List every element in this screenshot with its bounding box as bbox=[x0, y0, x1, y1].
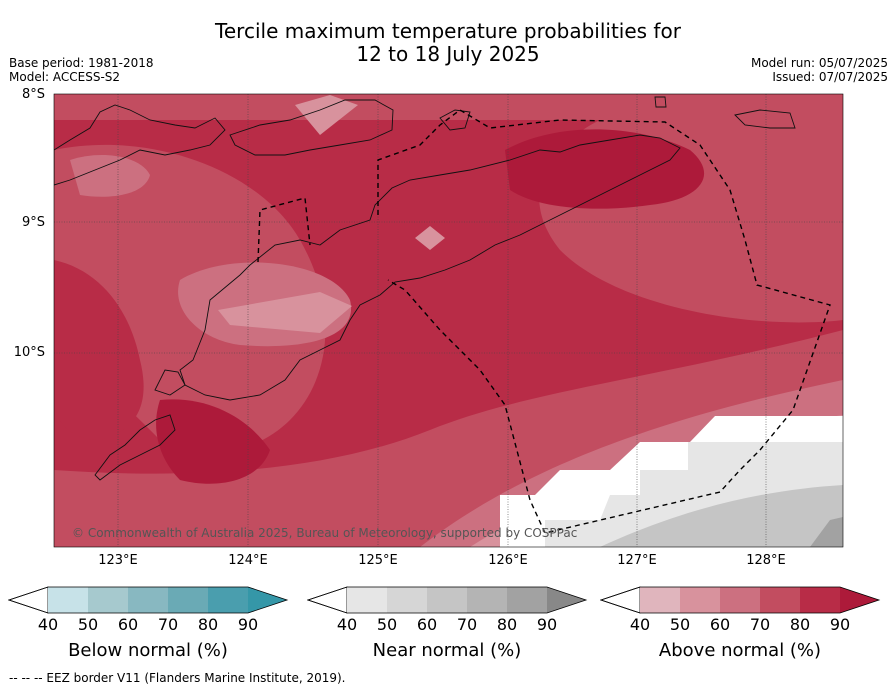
field-near-80-90 bbox=[810, 517, 843, 547]
base-period: Base period: 1981-2018 bbox=[9, 56, 154, 70]
below-tick-50: 50 bbox=[77, 615, 99, 634]
wetar-islands bbox=[734, 109, 796, 129]
lat-label-8s: 8°S bbox=[21, 87, 45, 102]
colorbar-above-swatch-50 bbox=[680, 587, 720, 613]
colorbar-above bbox=[600, 586, 881, 614]
above-tick-70: 70 bbox=[749, 615, 771, 634]
colorbar-near-swatch-60 bbox=[427, 587, 467, 613]
colorbar-near-label: Near normal (%) bbox=[372, 640, 522, 661]
field-90-east bbox=[505, 129, 705, 209]
near-tick-70: 70 bbox=[456, 615, 478, 634]
colorbar-below-high-arrow bbox=[248, 587, 287, 613]
field-50-60-north bbox=[295, 95, 358, 135]
lon-label-128e: 128°E bbox=[746, 553, 786, 568]
colorbar-above-swatch-40 bbox=[640, 587, 680, 613]
gridlines bbox=[54, 94, 843, 547]
eez-border bbox=[257, 109, 831, 534]
coastlines bbox=[54, 96, 796, 481]
below-tick-40: 40 bbox=[37, 615, 59, 634]
colorbar-above-high-arrow bbox=[840, 587, 879, 613]
colorbar-near-swatch-50 bbox=[387, 587, 427, 613]
field-near-60-70 bbox=[600, 485, 843, 547]
probability-field bbox=[54, 94, 843, 547]
below-tick-60: 60 bbox=[117, 615, 139, 634]
title-line-2: 12 to 18 July 2025 bbox=[356, 42, 540, 66]
colorbar-near bbox=[307, 586, 588, 614]
model-run: Model run: 05/07/2025 bbox=[750, 56, 888, 70]
eez-legend-footer: -- -- -- EEZ border V11 (Flanders Marine… bbox=[9, 671, 346, 685]
colorbar-above-swatch-70 bbox=[760, 587, 800, 613]
lon-label-124e: 124°E bbox=[228, 553, 268, 568]
lat-label-9s: 9°S bbox=[21, 215, 45, 230]
savu-island bbox=[94, 414, 176, 481]
colorbar-above-swatch-60 bbox=[720, 587, 760, 613]
near-tick-50: 50 bbox=[376, 615, 398, 634]
near-tick-60: 60 bbox=[416, 615, 438, 634]
lon-label-123e: 123°E bbox=[98, 553, 138, 568]
small-island bbox=[654, 96, 667, 108]
field-60-70-north bbox=[70, 155, 150, 197]
field-50-60-small bbox=[415, 226, 445, 250]
colorbar-below-swatch-60 bbox=[128, 587, 168, 613]
colorbar-below-label: Below normal (%) bbox=[68, 640, 228, 661]
colorbar-below bbox=[8, 586, 289, 614]
colorbar-near-swatch-70 bbox=[467, 587, 507, 613]
near-tick-40: 40 bbox=[336, 615, 358, 634]
flores-coastline bbox=[54, 104, 226, 186]
below-tick-80: 80 bbox=[197, 615, 219, 634]
above-tick-40: 40 bbox=[629, 615, 651, 634]
meta-right: Model run: 05/07/2025 Issued: 07/07/2025 bbox=[751, 56, 888, 84]
colorbar-near-high-arrow bbox=[547, 587, 586, 613]
lon-label-127e: 127°E bbox=[617, 553, 657, 568]
rote-island bbox=[154, 369, 186, 396]
above-tick-80: 80 bbox=[789, 615, 811, 634]
colorbar-below-swatch-70 bbox=[168, 587, 208, 613]
colorbar-below-low-arrow bbox=[8, 586, 49, 614]
near-tick-80: 80 bbox=[496, 615, 518, 634]
field-50-60-centre bbox=[218, 292, 352, 333]
map-frame bbox=[53, 93, 844, 548]
above-tick-50: 50 bbox=[669, 615, 691, 634]
above-tick-60: 60 bbox=[709, 615, 731, 634]
lon-label-126e: 126°E bbox=[488, 553, 528, 568]
colorbar-below-swatch-50 bbox=[88, 587, 128, 613]
field-80-west bbox=[54, 260, 144, 440]
near-tick-90: 90 bbox=[536, 615, 558, 634]
alor-coastline bbox=[229, 99, 394, 156]
colorbar-near-swatch-40 bbox=[347, 587, 387, 613]
issued-date: Issued: 07/07/2025 bbox=[772, 70, 888, 84]
copyright-notice: © Commonwealth of Australia 2025, Bureau… bbox=[72, 526, 578, 540]
above-tick-90: 90 bbox=[829, 615, 851, 634]
below-tick-70: 70 bbox=[157, 615, 179, 634]
field-90-south bbox=[156, 399, 270, 484]
colorbar-above-label: Above normal (%) bbox=[658, 640, 822, 661]
map-title: Tercile maximum temperature probabilitie… bbox=[0, 20, 896, 66]
colorbar-below-swatch-80 bbox=[208, 587, 248, 613]
title-line-1: Tercile maximum temperature probabilitie… bbox=[215, 19, 681, 43]
colorbar-near-swatch-80 bbox=[507, 587, 547, 613]
colorbar-above-low-arrow bbox=[600, 586, 641, 614]
colorbar-above-swatch-80 bbox=[800, 587, 840, 613]
atauro-island bbox=[439, 109, 471, 131]
model-name: Model: ACCESS-S2 bbox=[9, 70, 121, 84]
colorbar-below-swatch-40 bbox=[48, 587, 88, 613]
lon-label-125e: 125°E bbox=[358, 553, 398, 568]
meta-left: Base period: 1981-2018 Model: ACCESS-S2 bbox=[9, 56, 154, 84]
timor-coastline bbox=[179, 134, 681, 401]
colorbar-near-low-arrow bbox=[307, 586, 348, 614]
lat-label-10s: 10°S bbox=[13, 345, 45, 360]
below-tick-90: 90 bbox=[237, 615, 259, 634]
